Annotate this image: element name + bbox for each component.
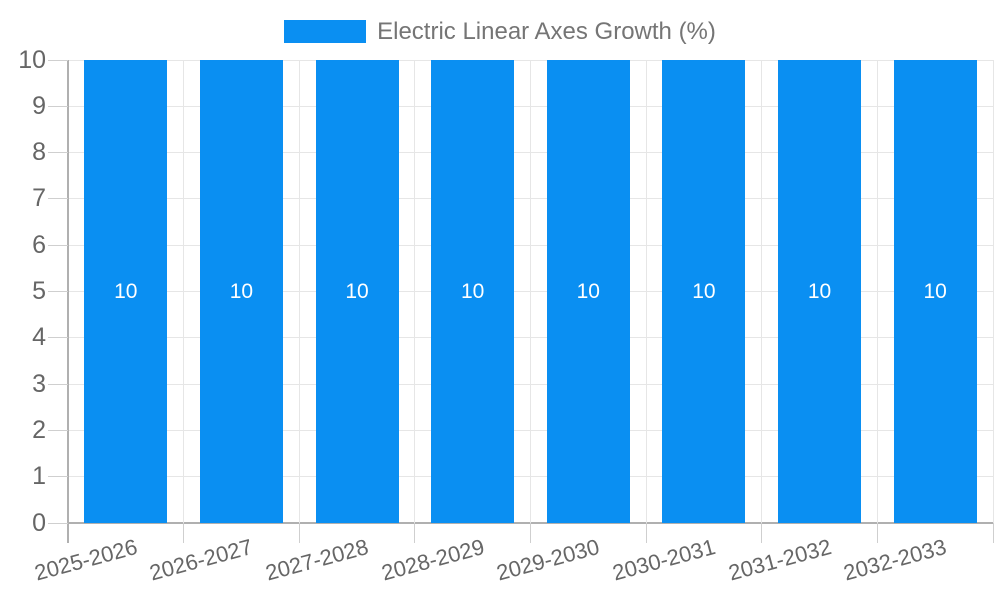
y-tick-mark: [48, 476, 68, 478]
y-axis-label: 4: [32, 323, 46, 352]
bar-value-label: 10: [923, 280, 947, 303]
v-gridline: [183, 60, 185, 523]
bar[interactable]: 10: [893, 60, 977, 523]
y-axis-label: 10: [18, 45, 46, 74]
bar[interactable]: 10: [84, 60, 168, 523]
x-tick-mark: [414, 523, 416, 543]
bar[interactable]: 10: [778, 60, 862, 523]
y-axis-label: 7: [32, 184, 46, 213]
v-gridline: [761, 60, 763, 523]
y-tick-mark: [48, 152, 68, 154]
x-tick-mark: [761, 523, 763, 543]
legend[interactable]: Electric Linear Axes Growth (%): [0, 19, 1000, 44]
y-tick-mark: [48, 105, 68, 107]
v-gridline: [876, 60, 878, 523]
bar[interactable]: 10: [662, 60, 746, 523]
bar-value-label: 10: [345, 280, 369, 303]
y-axis-label: 2: [32, 415, 46, 444]
bar-value-label: 10: [114, 280, 138, 303]
y-axis-label: 9: [32, 91, 46, 120]
x-tick-mark: [876, 523, 878, 543]
v-gridline: [414, 60, 416, 523]
x-tick-mark: [645, 523, 647, 543]
v-gridline: [992, 60, 994, 523]
y-tick-mark: [48, 59, 68, 61]
y-tick-mark: [48, 291, 68, 292]
y-axis-label: 3: [32, 369, 46, 398]
bar-value-label: 10: [807, 280, 832, 303]
x-tick-mark: [530, 523, 531, 543]
y-tick-mark: [48, 429, 68, 431]
y-axis-label: 6: [32, 230, 46, 259]
legend-swatch-icon: [284, 20, 367, 43]
y-tick-mark: [48, 244, 68, 246]
bar-value-label: 10: [576, 280, 600, 303]
legend-label: Electric Linear Axes Growth (%): [377, 18, 716, 45]
y-axis-label: 8: [32, 138, 46, 167]
y-axis-label: 0: [32, 508, 46, 537]
x-tick-mark: [992, 523, 994, 543]
bar-value-label: 10: [461, 280, 485, 303]
x-tick-mark: [298, 523, 300, 543]
v-gridline: [298, 60, 300, 523]
bar[interactable]: 10: [431, 60, 515, 523]
y-axis-label: 5: [32, 277, 46, 305]
bar[interactable]: 10: [199, 60, 283, 523]
v-gridline: [530, 60, 531, 523]
y-tick-mark: [48, 383, 68, 385]
y-tick-mark: [48, 522, 68, 524]
plot-area: 10 10 10 10 10 10 10 10: [48, 59, 994, 543]
y-tick-mark: [48, 337, 68, 339]
bar-value-label: 10: [692, 280, 716, 303]
y-axis-line: [67, 60, 69, 543]
y-tick-mark: [48, 198, 68, 200]
x-tick-mark: [183, 523, 185, 543]
bar-value-label: 10: [229, 280, 254, 303]
y-axis-label: 1: [32, 462, 46, 491]
bar[interactable]: 10: [546, 60, 630, 523]
v-gridline: [645, 60, 647, 523]
bar[interactable]: 10: [315, 60, 399, 523]
